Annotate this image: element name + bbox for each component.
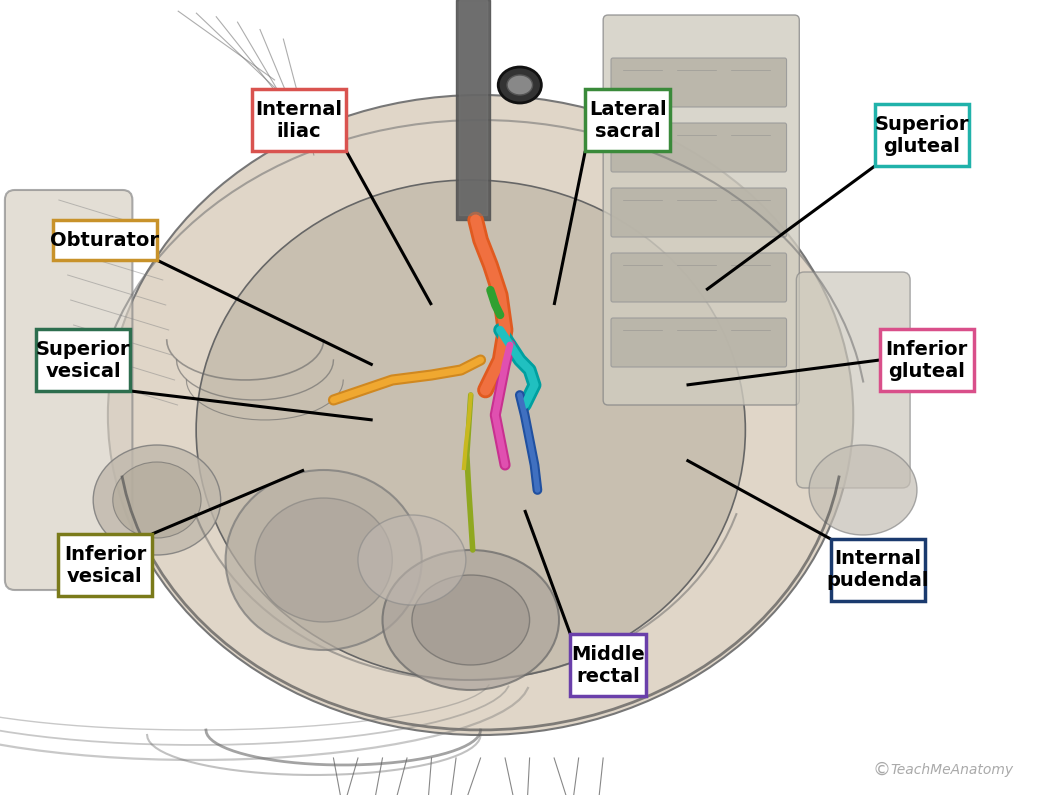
Text: TeachMeAnatomy: TeachMeAnatomy: [890, 763, 1014, 777]
Text: Superior
vesical: Superior vesical: [36, 339, 130, 381]
Text: Internal
pudendal: Internal pudendal: [827, 549, 929, 591]
FancyBboxPatch shape: [611, 318, 787, 367]
FancyBboxPatch shape: [252, 89, 347, 151]
Text: ©: ©: [872, 761, 891, 779]
Ellipse shape: [112, 462, 201, 538]
FancyBboxPatch shape: [831, 539, 924, 601]
Ellipse shape: [507, 75, 533, 95]
Ellipse shape: [499, 67, 541, 103]
FancyBboxPatch shape: [603, 15, 799, 405]
Text: Inferior
vesical: Inferior vesical: [64, 545, 146, 585]
FancyBboxPatch shape: [5, 190, 132, 590]
FancyBboxPatch shape: [611, 188, 787, 237]
FancyBboxPatch shape: [53, 220, 157, 260]
FancyBboxPatch shape: [58, 534, 152, 596]
Ellipse shape: [412, 575, 530, 665]
Ellipse shape: [382, 550, 559, 690]
Text: Superior
gluteal: Superior gluteal: [874, 114, 969, 156]
FancyBboxPatch shape: [796, 272, 910, 488]
Text: Middle
rectal: Middle rectal: [572, 645, 645, 685]
FancyBboxPatch shape: [874, 104, 969, 166]
Ellipse shape: [226, 470, 422, 650]
Text: Lateral
sacral: Lateral sacral: [589, 99, 666, 141]
Ellipse shape: [255, 498, 392, 622]
FancyBboxPatch shape: [570, 634, 645, 696]
Ellipse shape: [94, 445, 221, 555]
Ellipse shape: [196, 180, 745, 680]
FancyBboxPatch shape: [611, 58, 787, 107]
FancyBboxPatch shape: [880, 329, 974, 391]
FancyBboxPatch shape: [611, 253, 787, 302]
FancyBboxPatch shape: [36, 329, 130, 391]
Ellipse shape: [358, 515, 466, 605]
Text: Inferior
gluteal: Inferior gluteal: [886, 339, 968, 381]
FancyBboxPatch shape: [585, 89, 670, 151]
Text: Obturator: Obturator: [50, 231, 159, 250]
Text: Internal
iliac: Internal iliac: [256, 99, 342, 141]
Ellipse shape: [108, 95, 854, 735]
Ellipse shape: [809, 445, 917, 535]
FancyBboxPatch shape: [611, 123, 787, 172]
